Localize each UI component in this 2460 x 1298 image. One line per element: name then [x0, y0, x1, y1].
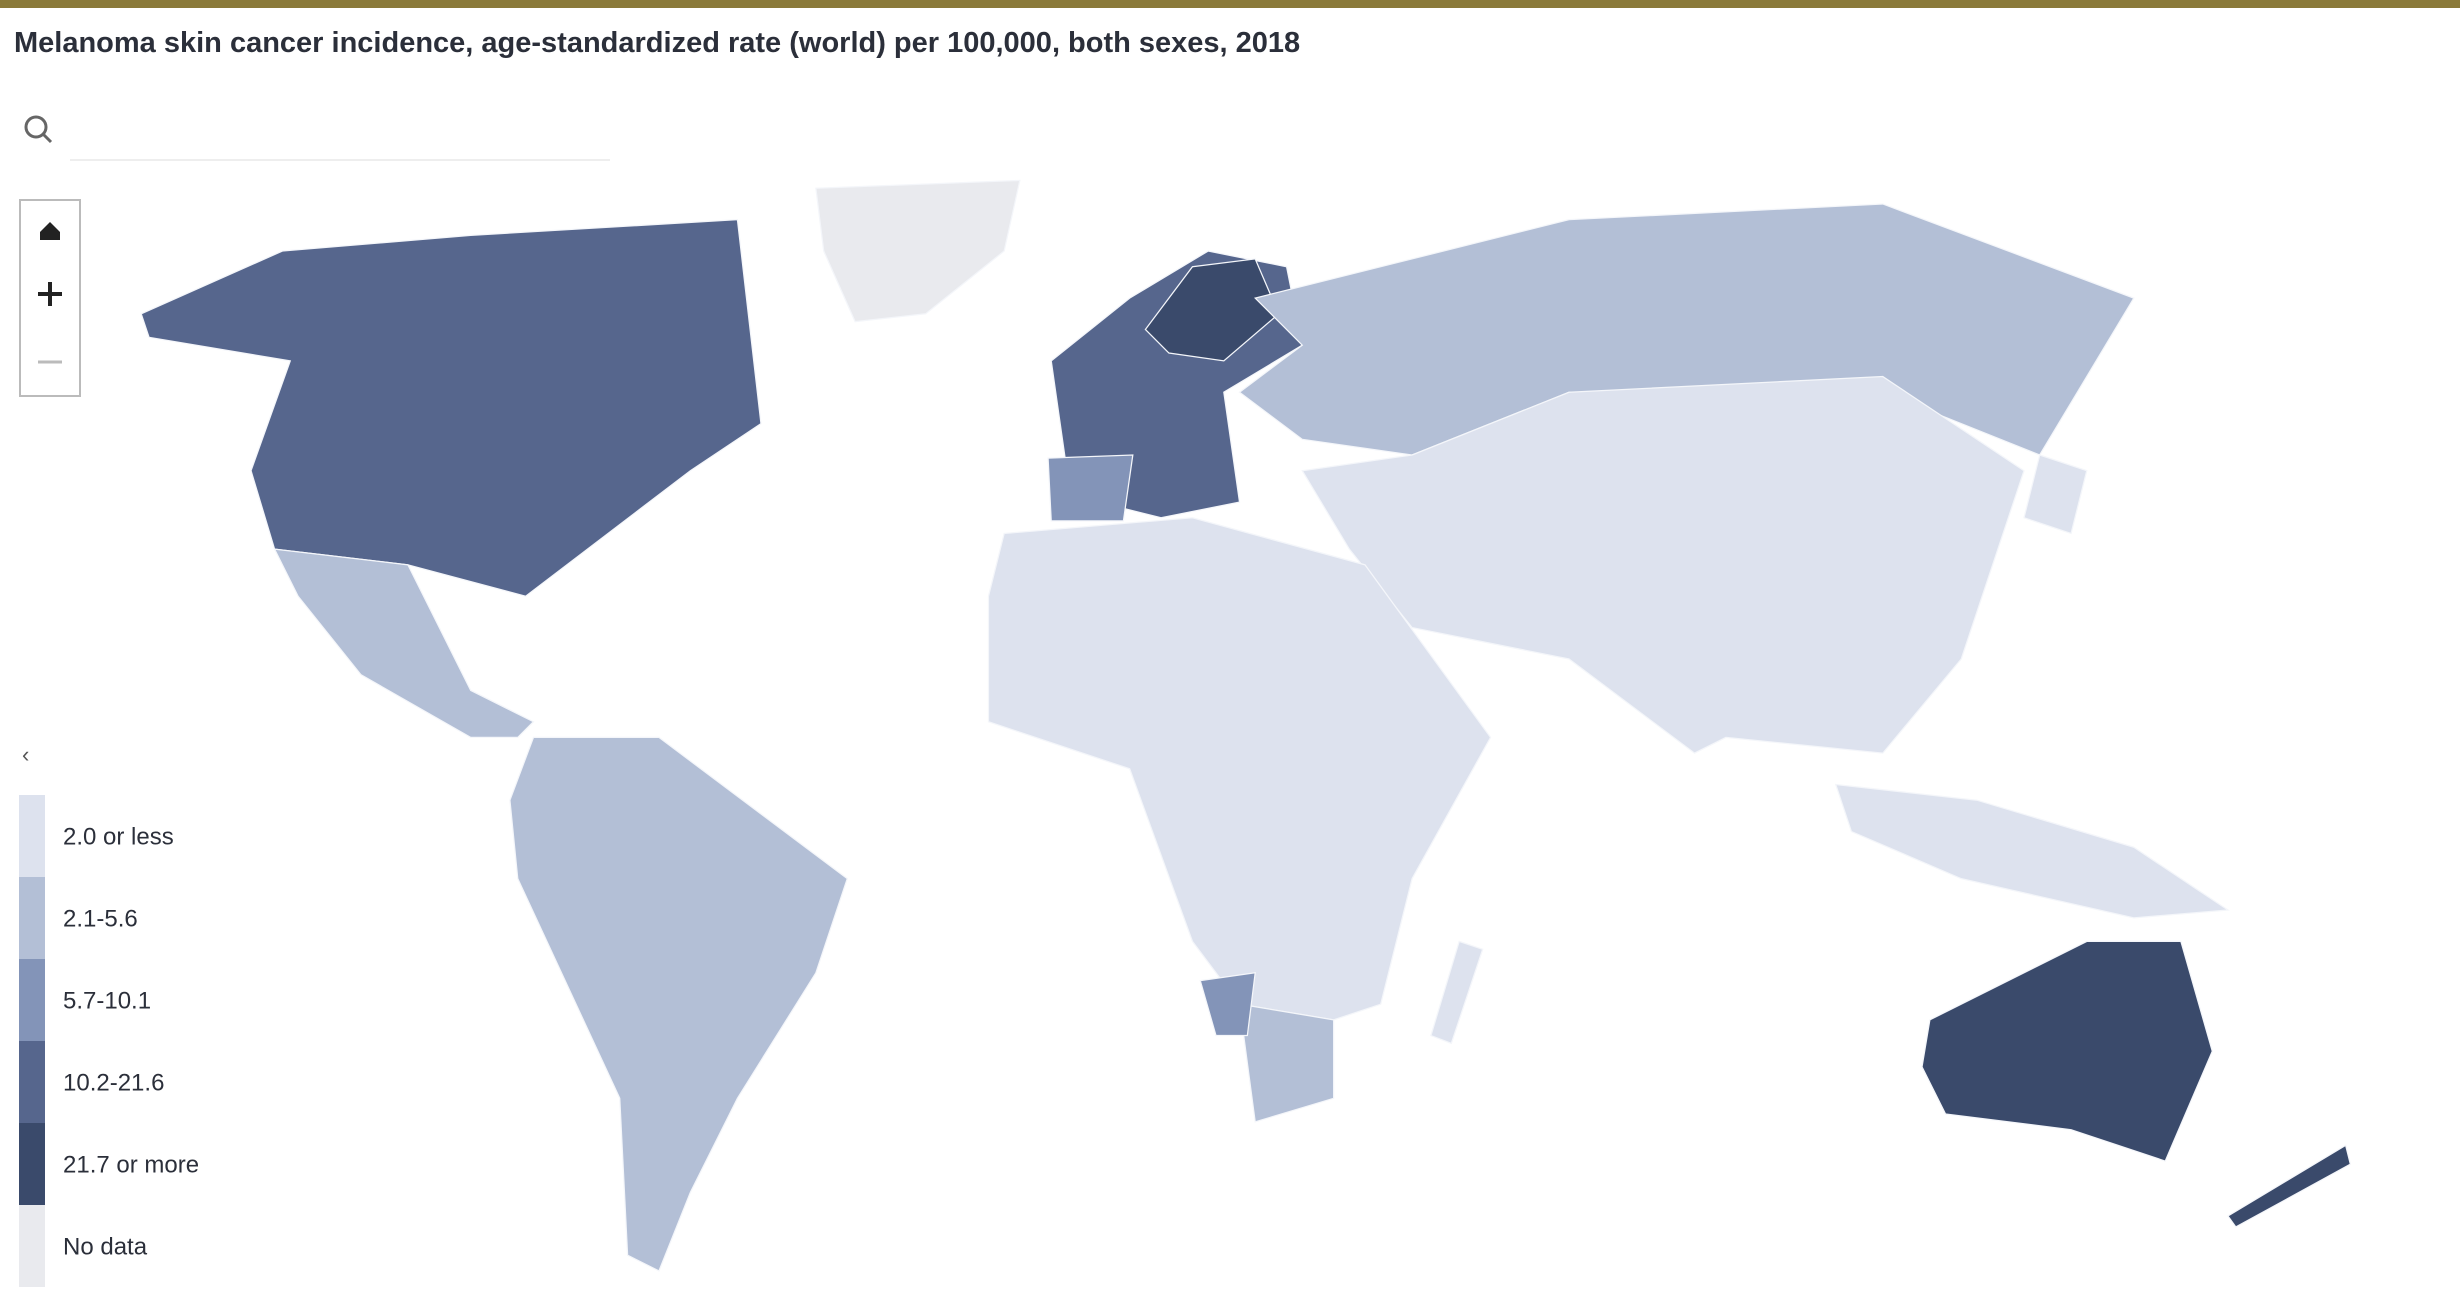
north-america — [140, 218, 762, 597]
legend-swatch — [19, 1041, 45, 1123]
namibia — [1199, 972, 1256, 1037]
mexico-central-america — [273, 548, 535, 739]
southern-africa — [1238, 1003, 1335, 1123]
new-zealand — [2227, 1144, 2352, 1228]
top-border — [0, 0, 2460, 8]
legend: 2.0 or less 2.1-5.6 5.7-10.1 10.2-21.6 21.7 … — [19, 795, 199, 1287]
south-america — [509, 736, 848, 1272]
legend-label: 2.0 or less — [63, 823, 174, 850]
australia — [1921, 940, 2213, 1162]
legend-label: 2.1-5.6 — [63, 905, 138, 932]
iberia — [1047, 454, 1134, 522]
home-icon — [40, 222, 60, 240]
legend-label: 5.7-10.1 — [63, 987, 151, 1014]
legend-swatch — [19, 1123, 45, 1205]
southeast-asia-islands — [1834, 783, 2230, 919]
japan — [2023, 454, 2088, 535]
map-title: Melanoma skin cancer incidence, age-stan… — [14, 27, 1300, 59]
legend-swatch — [19, 795, 45, 877]
legend-swatch — [19, 1205, 45, 1287]
legend-label: 21.7 or more — [63, 1151, 199, 1178]
madagascar — [1430, 940, 1484, 1045]
legend-swatch — [19, 877, 45, 959]
legend-label: No data — [63, 1233, 148, 1260]
legend-label: 10.2-21.6 — [63, 1069, 164, 1096]
asia — [1301, 375, 2025, 754]
legend-swatch — [19, 959, 45, 1041]
search-icon — [24, 115, 48, 139]
zoom-in-button[interactable] — [38, 282, 62, 306]
map-controls — [19, 199, 81, 397]
legend-collapse[interactable]: ‹ — [22, 742, 29, 767]
search-icon — [41, 132, 53, 144]
greenland — [815, 179, 1021, 323]
world-map — [140, 179, 2352, 1272]
home-button[interactable] — [40, 222, 60, 240]
search-box[interactable] — [24, 115, 610, 161]
